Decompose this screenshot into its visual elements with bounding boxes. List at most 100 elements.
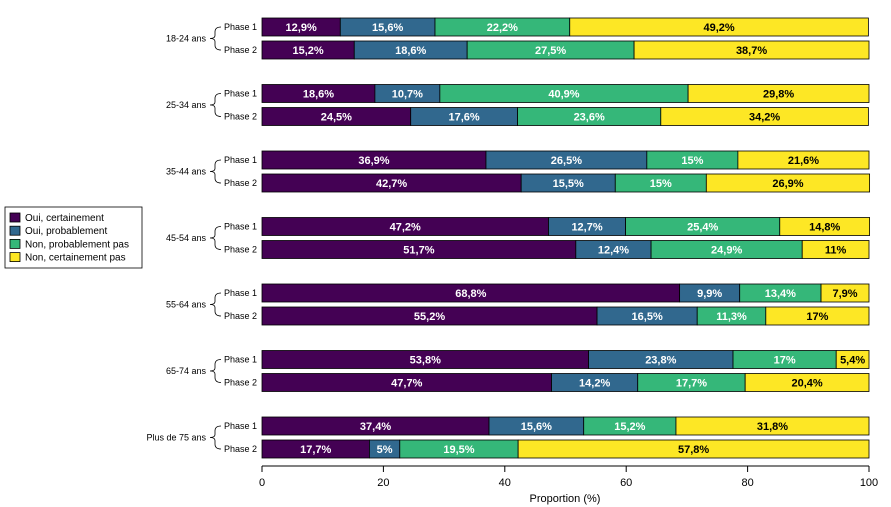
bar-segment [675,416,870,436]
data-label: 22,2% [487,22,518,34]
data-label: 24,5% [321,112,352,124]
phase-label: Phase 1 [224,222,257,232]
x-tick-label: 20 [377,477,389,489]
x-tick-label: 80 [741,477,753,489]
phase-label: Phase 2 [224,178,257,188]
data-label: 14,8% [809,222,840,234]
data-label: 23,8% [645,355,676,367]
phase-label: Phase 1 [224,155,257,165]
group-label-plus-de-75-ans: Plus de 75 ans [146,433,206,443]
group-label-35-44-ans: 35-44 ans [166,167,207,177]
bar-segment [744,373,870,392]
data-label: 15,2% [614,421,645,433]
data-label: 40,9% [548,89,579,101]
x-axis: Proportion (%) 0 20 40 60 80 100 [259,465,878,505]
bar-segment [820,283,870,303]
data-label: 7,9% [832,288,857,300]
phase-label: Phase 1 [224,22,257,32]
data-label: 15% [650,178,672,190]
data-label: 29,8% [763,89,794,101]
data-label: 53,8% [410,355,441,367]
legend-swatch [9,225,21,236]
legend-entry: Non, probablement pas [25,239,129,250]
phase-label: Phase 1 [224,421,257,431]
bars-layer [261,17,871,459]
data-label: 49,2% [703,22,734,34]
data-label: 12,9% [286,22,317,34]
data-label: 15,2% [293,45,324,57]
data-label: 15,5% [553,178,584,190]
data-label: 17% [806,311,828,323]
group-brace [209,26,222,51]
data-label: 10,7% [392,89,423,101]
data-label: 17,6% [449,112,480,124]
phase-label: Phase 1 [224,355,257,365]
group-brace [209,226,222,250]
legend-entry: Non, certainement pas [25,253,126,264]
data-label: 26,9% [772,178,803,190]
x-tick-label: 0 [259,477,265,489]
group-label-25-34-ans: 25-34 ans [166,100,207,110]
phase-label: Phase 2 [224,378,257,388]
bar-segment [687,84,870,103]
data-label: 18,6% [303,89,334,101]
data-label: 47,2% [390,222,421,234]
bar-segment [801,240,870,259]
data-label: 18,6% [395,45,426,57]
data-label: 5% [377,444,393,456]
data-label: 19,5% [443,444,474,456]
bar-segment [660,107,869,126]
data-label: 31,8% [757,421,788,433]
group-label-18-24-ans: 18-24 ans [166,34,207,44]
legend-entry: Oui, certainement [25,213,104,224]
data-label: 20,4% [791,378,822,390]
x-axis-title: Proportion (%) [530,493,601,505]
legend-swatch [9,212,21,223]
data-label: 38,7% [736,45,767,57]
data-label: 5,4% [840,355,865,367]
legend: Oui, certainement Oui, probablement Non, p… [4,206,143,269]
group-brace [209,93,222,117]
group-brace [209,292,222,317]
phase-label: Phase 2 [224,311,257,321]
bar-segment [765,306,870,326]
data-label: 21,6% [788,155,819,167]
data-label: 11,3% [716,311,747,323]
bar-segment [737,150,870,170]
bar-segment [705,173,871,193]
data-label: 11% [825,245,847,257]
data-label: 12,4% [598,245,629,257]
data-label: 57,8% [678,444,709,456]
data-label: 12,7% [571,222,602,234]
legend-entry: Oui, probablement [25,226,107,237]
legend-swatch [9,238,21,249]
data-label: 16,5% [632,311,663,323]
bar-segment [779,217,871,236]
phase-label: Phase 2 [224,45,257,55]
group-label-55-64-ans: 55-64 ans [166,300,207,310]
data-label: 15,6% [372,22,403,34]
phase-label: Phase 2 [224,245,257,255]
group-brace [209,425,222,450]
group-label-45-54-ans: 45-54 ans [166,233,207,243]
legend-box [4,206,143,269]
data-label: 15,6% [521,421,552,433]
data-label: 15% [681,155,703,167]
labels-layer: 18-24 ans Phase 1 12,9% 15,6% 22,2% 49,2% Phas… [146,22,865,456]
data-label: 51,7% [403,245,434,257]
data-label: 47,7% [391,378,422,390]
legend-swatch [9,252,21,263]
bar-segment [835,350,870,369]
group-brace [209,359,222,383]
x-tick-label: 40 [499,477,511,489]
data-label: 36,9% [358,155,389,167]
phase-label: Phase 2 [224,444,257,454]
data-label: 23,6% [574,112,605,124]
data-label: 34,2% [749,112,780,124]
data-label: 9,9% [697,288,722,300]
data-label: 55,2% [414,311,445,323]
bar-segment [569,17,869,37]
data-label: 37,4% [360,421,391,433]
group-label-65-74-ans: 65-74 ans [166,366,207,376]
